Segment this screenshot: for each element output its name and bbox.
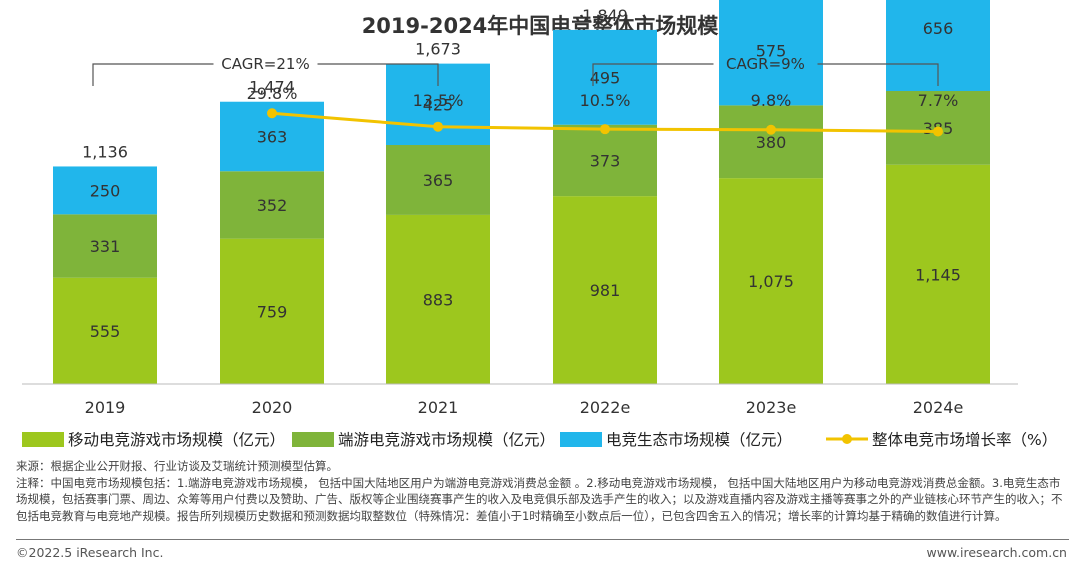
data-label: 575 xyxy=(756,41,787,60)
data-label: 352 xyxy=(257,196,288,215)
growth-point xyxy=(766,124,776,135)
notes: 来源：根据企业公开财报、行业访谈及艾瑞统计预测模型估算。 注释：中国电竞市场规模… xyxy=(16,458,1068,524)
growth-label: 9.8% xyxy=(751,91,792,110)
chart-title: 2019-2024年中国电竞整体市场规模 xyxy=(362,14,720,38)
data-label: 1,075 xyxy=(748,272,794,291)
total-label: 1,136 xyxy=(82,142,128,161)
bar-segment xyxy=(719,105,823,179)
data-label: 1,145 xyxy=(915,265,961,284)
x-tick-label: 2019 xyxy=(85,398,126,417)
data-label: 495 xyxy=(590,68,621,87)
growth-point xyxy=(267,108,277,119)
cagr-bracket xyxy=(92,63,214,86)
bar-segment xyxy=(553,196,657,384)
data-label: 363 xyxy=(257,127,288,146)
legend-label: 移动电竞游戏市场规模（亿元） xyxy=(68,431,285,449)
data-label: 759 xyxy=(257,302,288,321)
bar-segment xyxy=(220,171,324,239)
data-label: 883 xyxy=(423,290,454,309)
bar-segment xyxy=(220,238,324,384)
x-tick-label: 2022e xyxy=(580,398,631,417)
data-label: 331 xyxy=(90,237,121,256)
bar-segment xyxy=(386,214,490,384)
growth-label: 13.5% xyxy=(413,91,464,110)
legend-swatch xyxy=(22,432,64,447)
x-tick-label: 2024e xyxy=(913,398,964,417)
cagr-label: CAGR=21% xyxy=(221,55,309,73)
data-label: 656 xyxy=(923,19,954,38)
source-note: 来源：根据企业公开财报、行业访谈及艾瑞统计预测模型估算。 xyxy=(16,459,338,473)
data-label: 425 xyxy=(423,95,454,114)
data-label: 555 xyxy=(90,322,121,341)
growth-point xyxy=(933,126,943,137)
total-label: 1,849 xyxy=(582,6,628,25)
website: www.iresearch.com.cn xyxy=(926,545,1068,560)
bar-segment xyxy=(886,164,990,384)
total-label: 1,673 xyxy=(415,40,461,59)
growth-point xyxy=(433,121,443,132)
legend-label: 整体电竞市场增长率（%） xyxy=(872,431,1057,449)
legend-swatch xyxy=(292,432,334,447)
data-label: 380 xyxy=(756,133,787,152)
growth-label: 7.7% xyxy=(918,91,959,110)
x-tick-label: 2021 xyxy=(418,398,459,417)
legend-label: 端游电竞游戏市场规模（亿元） xyxy=(338,431,555,449)
bar-segment xyxy=(53,214,157,278)
bar-segment xyxy=(53,166,157,215)
legend-swatch xyxy=(560,432,602,447)
legend-label: 电竞生态市场规模（亿元） xyxy=(606,431,792,449)
bar-segment xyxy=(553,29,657,125)
cagr-label: CAGR=9% xyxy=(726,55,805,73)
remark-note: 注释：中国电竞市场规模包括：1.端游电竞游戏市场规模， 包括中国大陆地区用户为端… xyxy=(16,475,1063,523)
growth-label: 29.8% xyxy=(247,84,298,103)
x-tick-label: 2020 xyxy=(252,398,293,417)
cagr-bracket xyxy=(817,63,939,86)
bar-segment xyxy=(53,277,157,384)
total-label: 1,474 xyxy=(249,78,295,97)
bar-segment xyxy=(386,145,490,215)
legend-line-marker xyxy=(842,434,852,444)
chart: 2019-2024年中国电竞整体市场规模 555 331 250 1,136 2019 75… xyxy=(22,0,1057,449)
cagr-bracket xyxy=(317,63,439,86)
data-label: 373 xyxy=(590,151,621,170)
bar-segment xyxy=(553,124,657,197)
bar-segment xyxy=(719,178,823,384)
growth-label: 10.5% xyxy=(580,91,631,110)
data-label: 365 xyxy=(423,171,454,190)
cagr-bracket xyxy=(592,63,714,86)
copyright: ©2022.5 iResearch Inc. xyxy=(16,545,164,560)
growth-point xyxy=(600,124,610,135)
bar-segment xyxy=(719,0,823,106)
data-label: 250 xyxy=(90,181,121,200)
data-label: 981 xyxy=(590,281,621,300)
x-tick-label: 2023e xyxy=(746,398,797,417)
footer-divider xyxy=(16,539,1069,540)
